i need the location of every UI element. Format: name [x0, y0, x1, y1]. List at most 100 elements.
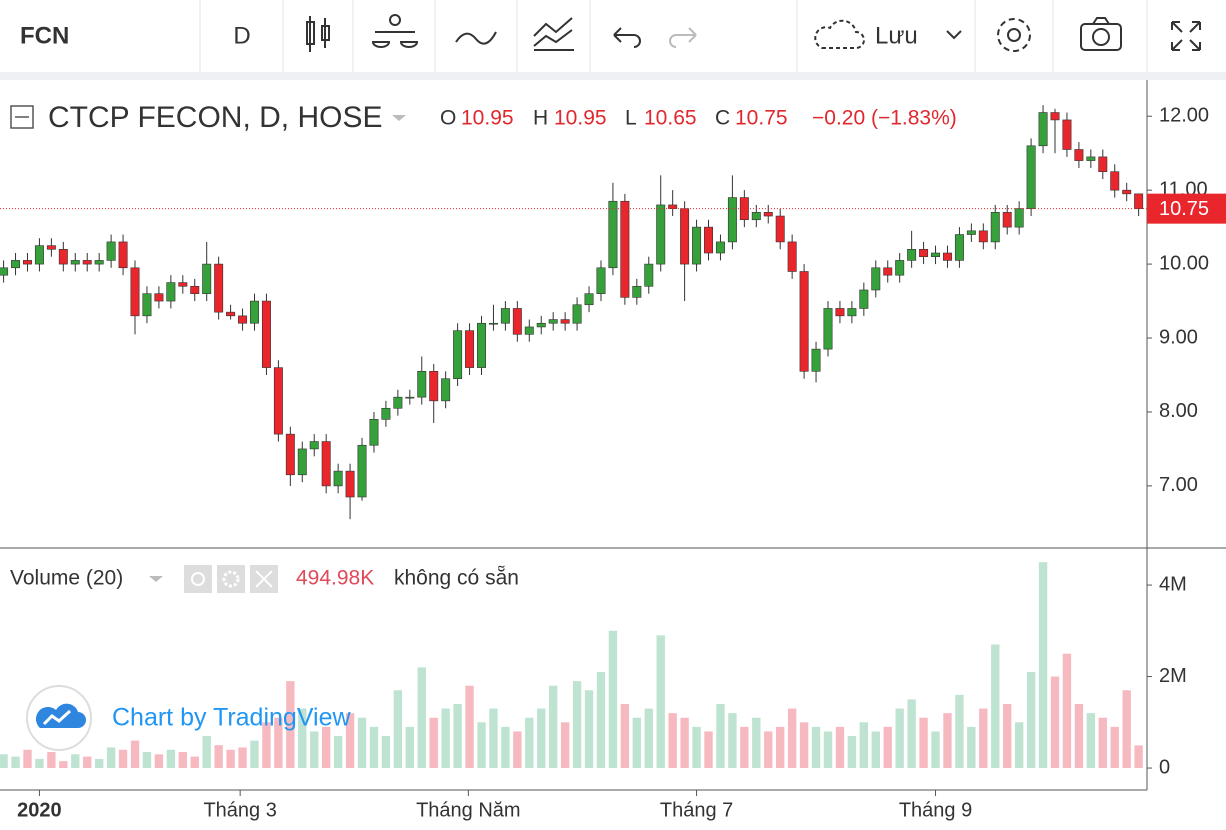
volume-bar [154, 754, 164, 769]
volume-bar [1050, 676, 1060, 769]
candle-body [82, 260, 92, 265]
volume-bar [1134, 745, 1143, 769]
candle-body [453, 330, 463, 379]
toolbar-gap [0, 72, 1226, 80]
volume-bar [513, 731, 522, 769]
volume-bar [895, 708, 904, 769]
candle-body [226, 311, 236, 317]
volume-bar [584, 690, 594, 769]
candle-body [0, 267, 9, 276]
candle-body [477, 322, 486, 368]
candle-body [692, 226, 702, 265]
legend-change: −0.20 (−1.83%) [812, 107, 957, 130]
save-button[interactable]: Lưu [875, 22, 918, 49]
watermark: Chart by TradingView [26, 685, 351, 751]
candle-body [548, 319, 558, 324]
volume-bar [118, 749, 128, 769]
volume-bar [560, 722, 570, 769]
volume-bar [405, 726, 414, 769]
candle-body [333, 470, 343, 487]
volume-bar [298, 708, 307, 769]
volume-bar [931, 731, 940, 769]
volume-bar [453, 703, 462, 769]
compare-icon[interactable] [455, 31, 497, 45]
candle-body [1050, 112, 1060, 121]
series-title: CTCP FECON, D, HOSE [48, 101, 382, 134]
y-tick-label: 7.00 [1159, 474, 1198, 496]
candle-body [369, 419, 379, 446]
volume-bar [692, 726, 701, 769]
volume-bar [310, 731, 319, 769]
templates-icon[interactable] [533, 17, 574, 51]
volume-bar [11, 756, 20, 769]
candle-body [775, 215, 785, 243]
settings-icon[interactable] [997, 18, 1031, 52]
undo-icon[interactable] [613, 27, 641, 48]
volume-bar [776, 726, 785, 769]
candle-body [1074, 149, 1084, 161]
candle-body [1014, 208, 1024, 228]
volume-bar [214, 745, 223, 769]
candle-body [668, 204, 678, 209]
volume-bar [477, 722, 486, 769]
eye-icon [191, 572, 205, 586]
candle-body [1002, 212, 1012, 228]
volume-bar [47, 752, 56, 769]
volume-bar [333, 736, 343, 769]
volume-bar [226, 749, 235, 769]
volume-bar [596, 671, 606, 769]
fullscreen-icon[interactable] [1171, 21, 1201, 51]
symbol[interactable]: FCN [20, 22, 69, 49]
volume-bar [919, 717, 928, 769]
settings-button[interactable] [217, 565, 245, 593]
candle-body [931, 252, 941, 258]
volume-bar [71, 754, 80, 769]
candle-body [46, 245, 56, 250]
volume-bar [871, 731, 880, 769]
candle-body [954, 234, 964, 261]
candle-body [644, 263, 654, 287]
volume-bar [489, 708, 498, 769]
candle-body [58, 249, 68, 265]
cloud-icon[interactable] [814, 19, 865, 49]
volume-bar [740, 726, 749, 769]
y-tick-label: 12.00 [1159, 105, 1209, 127]
volume-bar [106, 747, 116, 769]
volume-bar [202, 736, 211, 769]
last-price-tag [1147, 193, 1226, 224]
volume-status: không có sẵn [394, 567, 519, 590]
collapse-button[interactable] [10, 105, 34, 129]
volume-bar [262, 722, 271, 769]
candle-body [608, 200, 618, 269]
last-price-label: 10.75 [1159, 198, 1209, 220]
volume-bar [1122, 690, 1131, 769]
save-dropdown[interactable] [946, 30, 962, 40]
visibility-button[interactable] [184, 565, 212, 593]
volume-bar [967, 726, 976, 769]
volume-bar [716, 703, 725, 769]
logo-cloud [35, 703, 86, 728]
title-dropdown[interactable] [392, 115, 406, 121]
volume-bar [190, 756, 199, 769]
candle-body [1098, 156, 1108, 172]
indicators-icon[interactable] [371, 14, 419, 48]
volume-bar [955, 694, 964, 769]
candle-body [238, 315, 248, 324]
logo-line [42, 709, 72, 726]
volume-bar [704, 731, 713, 769]
candle-body [190, 285, 200, 294]
snapshot-icon[interactable] [1080, 17, 1122, 51]
x-tick-label: 2020 [17, 799, 62, 821]
volume-bar [764, 731, 773, 769]
candle-body [273, 367, 283, 435]
candle-body [584, 293, 594, 306]
candle-body [345, 470, 355, 498]
candle-icon[interactable] [306, 16, 330, 52]
candle-body [835, 308, 845, 317]
volume-dropdown[interactable] [149, 576, 163, 582]
volume-bar [859, 722, 869, 769]
interval[interactable]: D [233, 22, 250, 49]
volume-bar [1014, 722, 1024, 769]
watermark-text[interactable]: Chart by TradingView [112, 704, 351, 732]
